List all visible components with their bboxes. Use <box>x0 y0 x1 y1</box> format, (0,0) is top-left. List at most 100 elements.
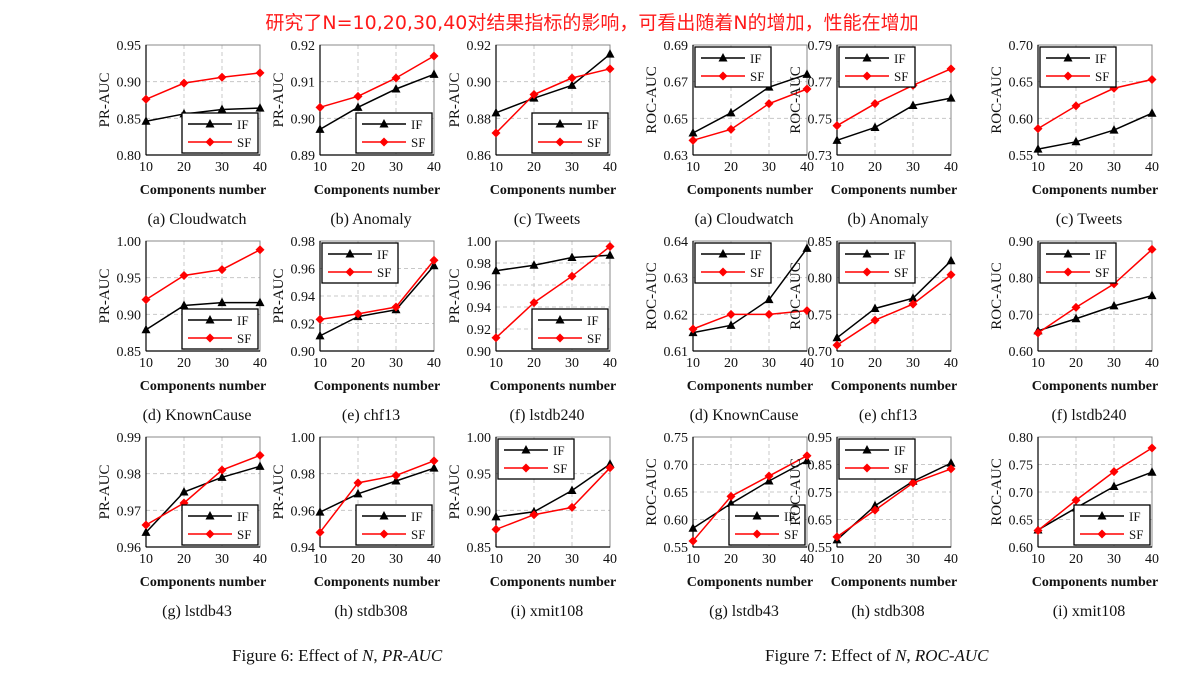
chart-panel: 0.60 0.70 0.80 0.90 10 20 30 40 ROC-AUC Component… <box>989 235 1159 424</box>
triangle-marker <box>315 507 325 516</box>
y-tick-label: 0.96 <box>291 504 316 519</box>
x-axis-label: Components number <box>687 575 813 590</box>
diamond-marker <box>217 465 227 475</box>
y-tick-label: 0.62 <box>664 308 689 323</box>
chart-panel: 0.80 0.85 0.90 0.95 10 20 30 40 PR-AUC Components… <box>97 39 267 228</box>
chart-panel: 0.55 0.60 0.65 0.70 10 20 30 40 ROC-AUC Component… <box>989 39 1159 228</box>
legend: IF SF <box>531 112 609 154</box>
x-tick-label: 20 <box>868 552 882 567</box>
y-tick-label: 0.79 <box>808 39 833 54</box>
series-sf <box>688 84 812 145</box>
series-line <box>319 467 435 513</box>
triangle-marker <box>217 297 227 307</box>
x-tick-label: 20 <box>527 356 541 371</box>
triangle-marker <box>379 119 389 128</box>
y-tick-label: 0.80 <box>1009 272 1034 287</box>
subfigure-caption: (b) Anomaly <box>330 211 411 228</box>
x-tick-label: 20 <box>177 160 191 175</box>
legend-box <box>355 504 433 546</box>
x-tick-label: 30 <box>1107 160 1121 175</box>
y-axis-label: ROC-AUC <box>788 262 804 330</box>
legend-label: SF <box>1095 69 1109 84</box>
series-line <box>1037 248 1153 334</box>
series-line <box>1037 471 1153 531</box>
diamond-marker <box>567 502 577 512</box>
y-tick-label: 0.70 <box>1009 39 1034 54</box>
triangle-marker <box>726 107 736 117</box>
legend-box <box>181 112 259 154</box>
x-tick-label: 20 <box>351 160 365 175</box>
x-tick-label: 40 <box>427 160 441 175</box>
triangle-marker <box>1071 313 1081 323</box>
triangle-marker <box>1109 125 1119 134</box>
x-tick-label: 10 <box>1031 356 1045 371</box>
triangle-marker <box>429 69 439 78</box>
y-tick-label: 0.55 <box>808 541 833 556</box>
legend: IF SF <box>694 242 772 284</box>
series-line <box>836 260 952 339</box>
x-tick-label: 30 <box>1107 356 1121 371</box>
diamond-marker <box>529 90 539 99</box>
triangle-marker <box>1033 144 1043 153</box>
x-axis-label: Components number <box>314 183 440 198</box>
x-tick-label: 10 <box>313 356 327 371</box>
y-tick-label: 1.00 <box>467 235 492 250</box>
y-tick-label: 0.75 <box>808 112 833 127</box>
series-line <box>692 247 808 334</box>
series-line <box>145 107 261 123</box>
x-tick-label: 20 <box>351 356 365 371</box>
diamond-marker <box>141 520 151 530</box>
series-if <box>688 69 812 137</box>
triangle-marker <box>862 53 872 62</box>
y-tick-label: 0.63 <box>664 272 689 287</box>
series-sf <box>688 306 812 334</box>
y-axis-label: ROC-AUC <box>989 262 1005 330</box>
triangle-marker <box>862 445 872 454</box>
subfigure-caption: (c) Tweets <box>1056 211 1123 228</box>
y-axis-label: PR-AUC <box>271 72 287 127</box>
diamond-marker <box>946 64 956 74</box>
x-tick-label: 40 <box>1145 160 1159 175</box>
legend: IF SF <box>728 504 806 546</box>
y-tick-label: 0.90 <box>117 76 142 91</box>
triangle-marker <box>141 116 151 125</box>
y-tick-label: 0.96 <box>467 279 492 294</box>
subfigure-caption: (i) xmit108 <box>1053 603 1125 620</box>
y-tick-label: 0.80 <box>117 149 142 164</box>
series-line <box>145 301 260 331</box>
x-tick-label: 20 <box>724 552 738 567</box>
triangle-marker <box>217 472 227 481</box>
x-tick-label: 30 <box>906 160 920 175</box>
triangle-marker <box>567 485 577 495</box>
legend: IF SF <box>181 112 259 154</box>
series-line <box>145 72 261 100</box>
y-tick-label: 0.90 <box>291 112 316 127</box>
triangle-marker <box>688 523 698 532</box>
diamond-marker <box>353 91 363 101</box>
series-sf <box>491 463 615 534</box>
diamond-marker <box>832 121 842 131</box>
triangle-marker <box>217 104 227 114</box>
triangle-marker <box>688 128 698 137</box>
y-tick-label: 0.95 <box>467 468 492 483</box>
y-axis-label: PR-AUC <box>97 268 113 323</box>
caption-metric: ROC-AUC <box>914 646 989 665</box>
triangle-marker <box>908 100 918 109</box>
legend-label: SF <box>587 135 601 150</box>
figure-7-caption: Figure 7: Effect of N, ROC-AUC <box>765 646 989 666</box>
y-tick-label: 0.92 <box>291 39 316 54</box>
series-if <box>491 250 615 275</box>
legend: IF SF <box>838 242 916 284</box>
x-tick-label: 40 <box>944 160 958 175</box>
series-line <box>495 245 611 339</box>
series-sf <box>491 242 615 343</box>
x-tick-label: 10 <box>139 356 153 371</box>
x-tick-label: 40 <box>253 552 267 567</box>
diamond-marker <box>688 324 698 334</box>
diamond-marker <box>1033 124 1043 134</box>
x-tick-label: 30 <box>906 356 920 371</box>
series-sf <box>832 270 956 350</box>
y-tick-label: 0.92 <box>467 323 492 338</box>
diamond-marker <box>379 529 389 539</box>
